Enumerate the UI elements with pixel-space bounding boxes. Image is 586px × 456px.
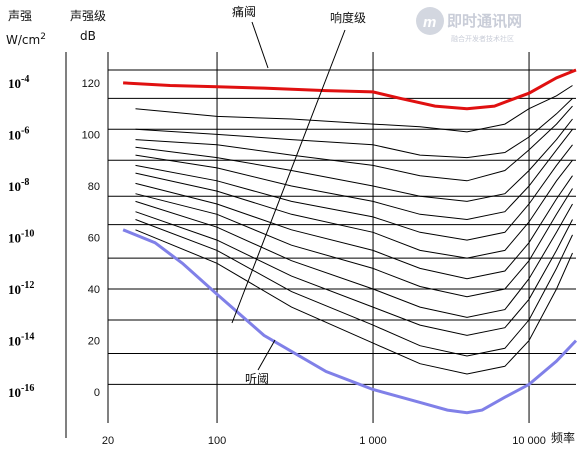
loudness-level-leader xyxy=(231,29,346,324)
loudness-curve-13 xyxy=(135,229,573,375)
db-tick-label: 120 xyxy=(82,78,100,90)
right-axis-title-1: 声强级 xyxy=(70,9,106,23)
loudness-level-label: 响度级 xyxy=(330,10,366,25)
watermark-logo: m 即时通讯网 融合开发者技术社区 xyxy=(416,7,522,43)
pain-threshold-leader xyxy=(251,21,269,69)
loudness-curve-2 xyxy=(135,98,573,159)
left-axis-title-2: W/cm2 xyxy=(6,32,46,47)
db-tick-label: 20 xyxy=(88,336,100,348)
hearing-threshold-label: 听阈 xyxy=(245,371,269,386)
loudness-curve-5 xyxy=(135,128,573,221)
x-tick-label: 10 000 xyxy=(512,435,546,447)
intensity-tick-label: 10-6 xyxy=(8,125,29,142)
loudness-curve-4 xyxy=(135,118,573,202)
logo-icon-letter: m xyxy=(423,14,436,31)
db-tick-labels: 120 100 80 60 40 20 0 xyxy=(82,78,100,399)
loudness-curve-11 xyxy=(135,211,573,336)
loudness-curve-9 xyxy=(135,188,573,298)
hearing-threshold-curve xyxy=(122,228,578,415)
pain-threshold-curve xyxy=(123,68,577,111)
left-axis-title-1: 声强 xyxy=(8,9,32,23)
x-tick-labels: 20 100 1 000 10 000 xyxy=(102,435,546,447)
intensity-tick-label: 10-8 xyxy=(8,177,29,194)
logo-subtitle: 融合开发者技术社区 xyxy=(451,34,514,43)
loudness-curve-8 xyxy=(135,175,573,280)
x-axis-title: 频率 xyxy=(551,430,575,445)
x-tick-label: 1 000 xyxy=(359,435,387,447)
loudness-curve-7 xyxy=(135,159,573,259)
logo-title: 即时通讯网 xyxy=(447,12,522,30)
db-tick-label: 80 xyxy=(88,181,100,193)
db-tick-label: 40 xyxy=(88,284,100,296)
right-axis-title-2: dB xyxy=(80,29,96,43)
x-tick-label: 100 xyxy=(208,435,226,447)
intensity-tick-labels: 10-4 10-6 10-8 10-10 10-12 10-14 10-16 xyxy=(8,74,34,400)
loudness-curve-12 xyxy=(135,219,573,357)
loudness-curves xyxy=(135,85,573,375)
loudness-curve-6 xyxy=(135,144,573,241)
intensity-tick-label: 10-4 xyxy=(8,74,29,91)
intensity-tick-label: 10-16 xyxy=(8,383,34,400)
threshold-curves xyxy=(122,68,578,415)
grid-lines xyxy=(108,52,576,423)
loudness-curve-1 xyxy=(135,85,573,133)
loudness-curve-10 xyxy=(135,200,573,318)
intensity-tick-label: 10-12 xyxy=(8,280,34,297)
x-tick-label: 20 xyxy=(102,435,114,447)
loudness-curve-3 xyxy=(135,105,573,182)
logo-icon xyxy=(416,7,444,35)
db-tick-label: 60 xyxy=(88,233,100,245)
hearing-threshold-leader xyxy=(257,339,276,371)
db-tick-label: 100 xyxy=(82,129,100,141)
pain-threshold-label: 痛阈 xyxy=(232,4,256,19)
intensity-tick-label: 10-10 xyxy=(8,229,34,246)
intensity-tick-label: 10-14 xyxy=(8,332,34,349)
db-tick-label: 0 xyxy=(94,387,100,399)
